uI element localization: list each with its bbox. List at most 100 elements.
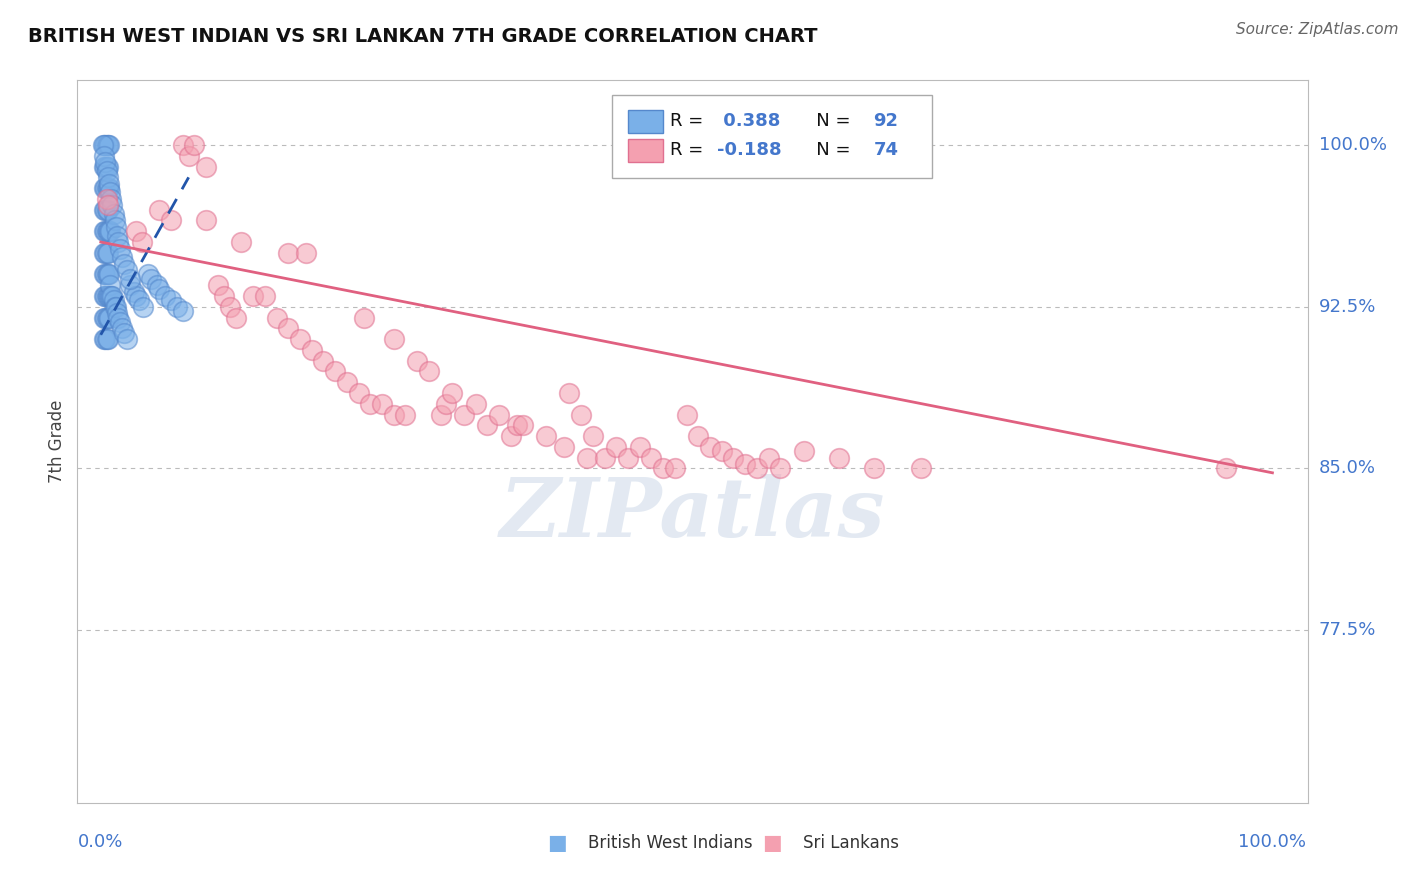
Point [115, 332, 138, 346]
Point [347, 386, 370, 401]
Point [453, 408, 475, 422]
Point [96, 332, 118, 346]
Point [97, 289, 120, 303]
Point [160, 213, 183, 227]
Point [105, 300, 127, 314]
Point [111, 321, 134, 335]
Point [576, 450, 599, 465]
Point [93, 289, 115, 303]
Point [96, 160, 118, 174]
Point [910, 461, 932, 475]
Point [758, 450, 780, 465]
Point [863, 461, 886, 475]
Point [558, 386, 581, 401]
Point [640, 450, 662, 465]
Point [723, 450, 745, 465]
Point [94, 181, 117, 195]
Point [98, 289, 121, 303]
Point [98, 289, 120, 303]
Point [96, 289, 118, 303]
Point [93, 268, 115, 282]
Text: R =: R = [671, 112, 709, 130]
Point [96, 310, 118, 325]
Point [688, 429, 710, 443]
Point [107, 235, 129, 249]
Point [1215, 461, 1237, 475]
Point [97, 181, 120, 195]
Point [312, 353, 335, 368]
Point [710, 444, 733, 458]
Point [745, 461, 768, 475]
Text: N =: N = [800, 141, 856, 160]
Point [96, 138, 118, 153]
Point [218, 300, 240, 314]
Point [96, 202, 118, 217]
Text: BRITISH WEST INDIAN VS SRI LANKAN 7TH GRADE CORRELATION CHART: BRITISH WEST INDIAN VS SRI LANKAN 7TH GR… [28, 27, 818, 45]
Point [295, 245, 318, 260]
Point [277, 321, 299, 335]
Point [125, 224, 148, 238]
Point [464, 397, 486, 411]
Point [101, 198, 124, 212]
Text: British West Indians: British West Indians [588, 833, 752, 852]
Point [225, 310, 247, 325]
Point [98, 186, 121, 200]
Point [94, 224, 117, 238]
Text: 92.5%: 92.5% [1319, 298, 1376, 316]
Point [93, 202, 115, 217]
Point [107, 310, 129, 325]
Point [323, 364, 346, 378]
Point [97, 160, 120, 174]
Point [120, 271, 141, 285]
Text: ■: ■ [762, 832, 782, 853]
Text: 100.0%: 100.0% [1319, 136, 1386, 154]
Point [112, 326, 135, 340]
Point [212, 289, 235, 303]
Point [108, 242, 131, 256]
Point [96, 245, 118, 260]
Point [101, 289, 124, 303]
Point [108, 315, 131, 329]
Point [98, 224, 121, 238]
Y-axis label: 7th Grade: 7th Grade [48, 400, 66, 483]
Point [664, 461, 686, 475]
Point [131, 235, 153, 249]
Point [98, 138, 120, 153]
Text: N =: N = [800, 112, 856, 130]
Point [512, 418, 534, 433]
Point [148, 202, 170, 217]
Point [94, 245, 117, 260]
Point [94, 289, 117, 303]
Point [382, 332, 405, 346]
Point [97, 198, 120, 212]
Point [195, 160, 218, 174]
Point [103, 293, 125, 308]
Point [160, 293, 183, 308]
Point [97, 138, 120, 153]
Text: 0.388: 0.388 [717, 112, 780, 130]
Point [371, 397, 394, 411]
Point [436, 397, 458, 411]
Point [97, 310, 120, 325]
Point [97, 170, 120, 185]
Point [441, 386, 464, 401]
Text: -0.188: -0.188 [717, 141, 782, 160]
Point [499, 429, 522, 443]
Point [98, 310, 120, 325]
Point [418, 364, 440, 378]
Point [97, 202, 120, 217]
Point [652, 461, 675, 475]
Point [207, 278, 229, 293]
Point [288, 332, 311, 346]
Point [94, 332, 117, 346]
Point [111, 250, 134, 264]
Point [97, 245, 120, 260]
Point [98, 224, 120, 238]
Point [96, 268, 118, 282]
Point [93, 224, 115, 238]
Bar [628, 110, 664, 133]
Point [96, 164, 118, 178]
Point [97, 224, 120, 238]
Point [93, 181, 115, 195]
Point [93, 332, 115, 346]
